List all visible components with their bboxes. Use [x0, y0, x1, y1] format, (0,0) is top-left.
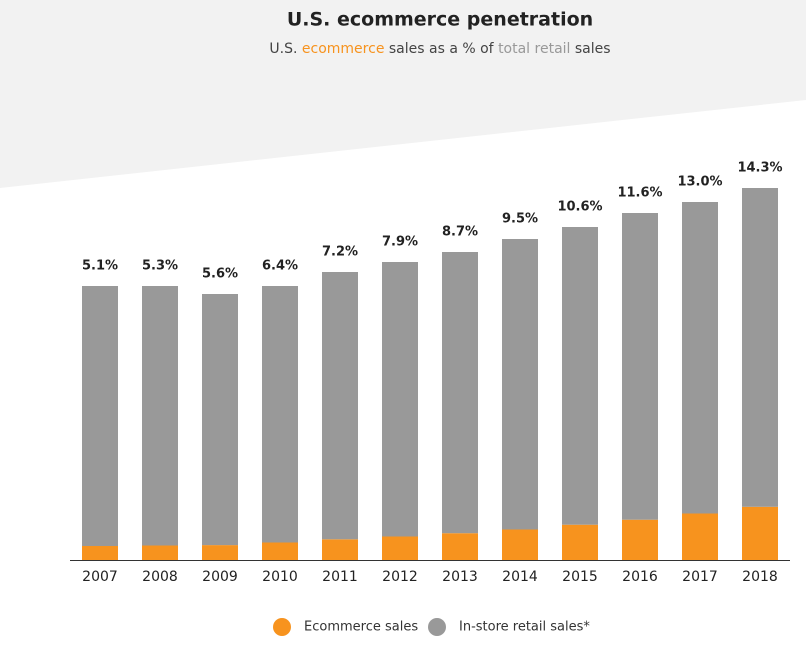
bar-segment — [742, 188, 778, 507]
bar-segment — [382, 262, 418, 537]
bar-segment — [622, 213, 658, 520]
x-tick-label: 2008 — [142, 569, 178, 585]
bar-segment — [502, 239, 538, 530]
x-tick-label: 2016 — [622, 569, 658, 585]
bar-label: 6.4% — [262, 259, 298, 274]
bar-segment — [382, 536, 418, 560]
bar-label: 10.6% — [557, 200, 602, 215]
chart-title: U.S. ecommerce penetration — [287, 9, 593, 31]
x-tick-label: 2018 — [742, 569, 778, 585]
subtitle-part: U.S. — [269, 41, 301, 57]
bar-segment — [682, 202, 718, 514]
bar-segment — [562, 227, 598, 525]
x-tick-label: 2009 — [202, 569, 238, 585]
bar-label: 7.9% — [382, 235, 418, 250]
chart-subtitle: U.S. ecommerce sales as a % of total ret… — [269, 41, 610, 57]
bar-segment — [502, 529, 538, 560]
bar-segment — [442, 252, 478, 534]
legend-label: Ecommerce sales — [304, 620, 418, 635]
bar-label: 9.5% — [502, 212, 538, 227]
legend-swatch — [428, 618, 446, 636]
bar-label: 5.3% — [142, 259, 178, 274]
x-tick-label: 2012 — [382, 569, 418, 585]
bar-label: 7.2% — [322, 245, 358, 260]
bar-segment — [442, 533, 478, 560]
bar-segment — [322, 272, 358, 540]
bar-segment — [562, 524, 598, 560]
bar-segment — [682, 513, 718, 560]
bar-segment — [262, 286, 298, 543]
x-tick-label: 2013 — [442, 569, 478, 585]
x-tick-label: 2015 — [562, 569, 598, 585]
bar-segment — [142, 545, 178, 560]
x-tick-label: 2010 — [262, 569, 298, 585]
x-tick-label: 2014 — [502, 569, 538, 585]
subtitle-part: sales — [570, 41, 610, 57]
x-tick-label: 2017 — [682, 569, 718, 585]
background-band — [0, 0, 806, 188]
bar-segment — [202, 294, 238, 546]
bar-label: 8.7% — [442, 225, 478, 240]
x-tick-label: 2011 — [322, 569, 358, 585]
subtitle-part: total retail — [498, 41, 570, 57]
bar-segment — [262, 542, 298, 560]
bar-segment — [202, 545, 238, 560]
legend-swatch — [273, 618, 291, 636]
bar-segment — [142, 286, 178, 546]
bar-label: 13.0% — [677, 175, 722, 190]
bar-label: 5.6% — [202, 267, 238, 282]
x-tick-label: 2007 — [82, 569, 118, 585]
bar-segment — [82, 286, 118, 546]
bar-segment — [622, 519, 658, 560]
bar-segment — [742, 506, 778, 560]
bar-segment — [322, 539, 358, 560]
bar-label: 14.3% — [737, 161, 782, 176]
bar-label: 11.6% — [617, 186, 662, 201]
subtitle-part: sales as a % of — [384, 41, 498, 57]
subtitle-part: ecommerce — [302, 41, 385, 57]
bar-label: 5.1% — [82, 259, 118, 274]
legend-label: In-store retail sales* — [459, 620, 590, 635]
bar-segment — [82, 546, 118, 560]
